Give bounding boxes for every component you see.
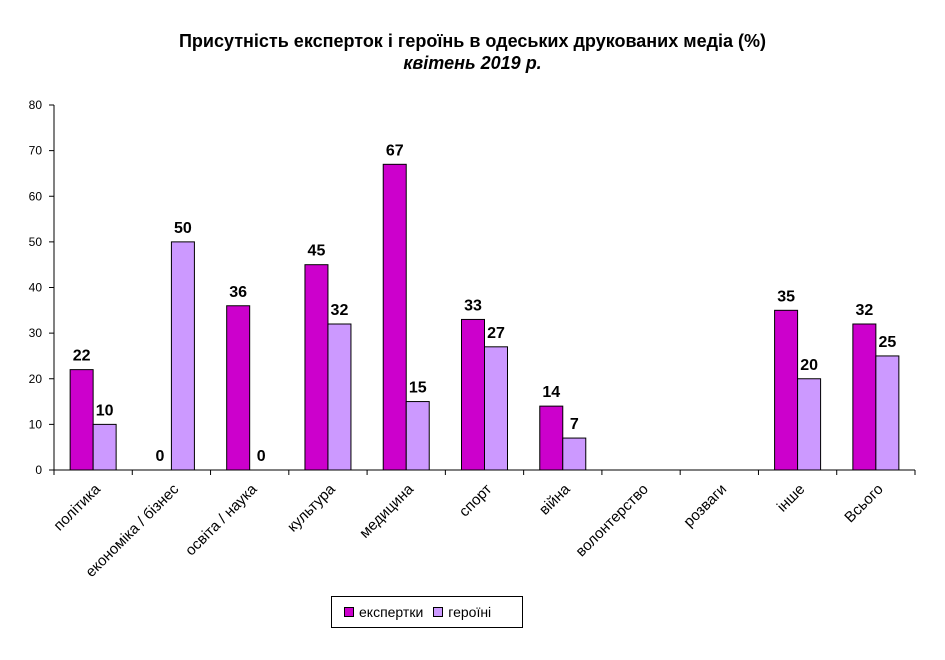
data-label-heroines: 7 (570, 416, 579, 433)
bar-heroines (797, 378, 822, 471)
data-label-experts: 14 (542, 384, 560, 401)
bar-heroines (92, 423, 117, 471)
data-label-heroines: 15 (409, 380, 427, 397)
data-label-experts: 0 (155, 448, 164, 465)
bar-heroines (484, 346, 508, 471)
data-label-heroines: 0 (257, 448, 266, 465)
data-label-heroines: 25 (878, 334, 896, 351)
x-tick-label: війна (536, 480, 574, 518)
y-tick-label: 70 (29, 144, 43, 158)
y-tick-label: 0 (35, 463, 42, 477)
data-label-heroines: 20 (800, 357, 818, 374)
y-tick-label: 20 (29, 372, 43, 386)
data-label-experts: 45 (308, 243, 326, 260)
bar-experts (226, 305, 251, 471)
data-label-experts: 22 (73, 348, 91, 365)
x-tick-label: освіта / наука (182, 480, 261, 559)
x-tick-label: Всього (841, 481, 886, 526)
bar-experts (69, 369, 94, 471)
data-label-heroines: 10 (96, 402, 114, 419)
data-label-experts: 33 (464, 297, 482, 314)
x-tick-label: спорт (456, 481, 496, 521)
x-tick-label: розваги (680, 481, 730, 531)
x-tick-label: волонтерство (572, 481, 651, 560)
y-tick-label: 30 (29, 326, 43, 340)
legend: експертки героїні (331, 596, 523, 628)
y-tick-label: 50 (29, 235, 43, 249)
legend-swatch-heroines (433, 607, 444, 617)
data-label-heroines: 32 (331, 302, 349, 319)
chart-subtitle: квітень 2019 р. (403, 53, 542, 73)
y-tick-label: 40 (29, 281, 43, 295)
bar-heroines (405, 401, 430, 471)
data-label-heroines: 50 (174, 220, 192, 237)
y-tick-label: 60 (29, 189, 43, 203)
bar-heroines (562, 437, 587, 471)
bar-experts (852, 323, 877, 471)
data-label-experts: 36 (229, 284, 247, 301)
legend-label-heroines: героїні (448, 604, 492, 620)
x-tick-label: інше (774, 481, 809, 516)
legend-item-experts: експертки (344, 604, 423, 620)
y-tick-label: 80 (29, 98, 43, 112)
chart-title: Присутність експерток і героїнь в одеськ… (178, 31, 767, 51)
data-label-experts: 35 (777, 288, 795, 305)
data-label-heroines: 27 (487, 325, 505, 342)
bar-experts (539, 405, 564, 471)
bar-heroines (327, 323, 352, 471)
data-label-experts: 32 (855, 302, 873, 319)
x-tick-label: медицина (356, 480, 417, 541)
data-label-experts: 67 (386, 142, 404, 159)
legend-item-heroines: героїні (433, 604, 491, 620)
bar-experts (304, 264, 329, 471)
legend-swatch-experts (344, 607, 354, 617)
x-tick-label: культура (284, 480, 339, 535)
bar-experts (382, 163, 407, 471)
x-tick-label: політика (50, 480, 104, 534)
bar-experts (774, 309, 799, 471)
legend-label-experts: експертки (359, 604, 424, 620)
bar-experts (461, 318, 485, 471)
y-tick-label: 10 (29, 417, 43, 431)
bar-heroines (875, 355, 900, 471)
bar-heroines (170, 241, 195, 471)
